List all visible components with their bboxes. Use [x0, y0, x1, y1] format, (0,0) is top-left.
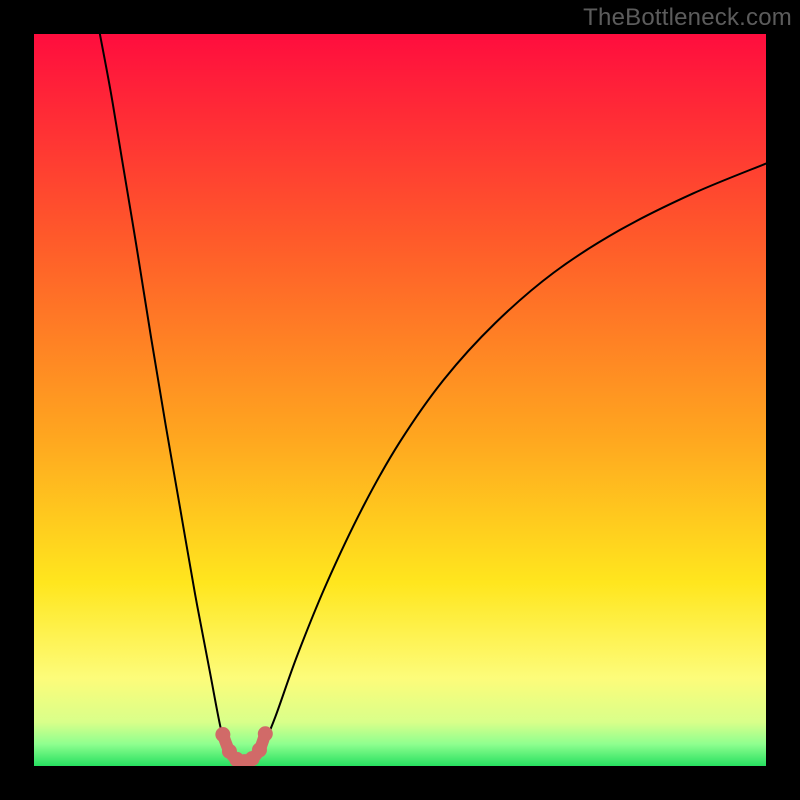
figure-frame: TheBottleneck.com [0, 0, 800, 800]
plot-area [34, 34, 766, 766]
marker-bottom_arc_fill [252, 742, 267, 757]
bottleneck-curve [34, 34, 766, 766]
attribution-text: TheBottleneck.com [583, 4, 792, 32]
series-right_branch [261, 164, 766, 753]
marker-bottom_arc_fill [215, 727, 230, 742]
marker-bottom_arc_fill [258, 726, 273, 741]
series-left_branch [100, 34, 228, 752]
